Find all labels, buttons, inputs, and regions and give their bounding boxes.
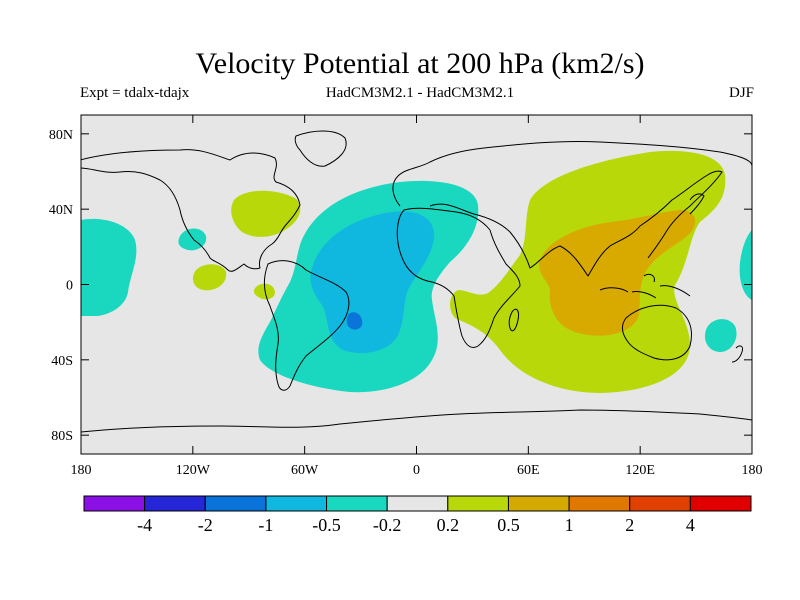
contour-region-positive-central-america: [192, 264, 227, 291]
coastline-japan: [689, 193, 705, 215]
contour-fills: [81, 150, 752, 393]
colorbar-label: 0.5: [497, 515, 520, 535]
x-axis: 180 120W 60W 0 60E 120E 180: [71, 115, 763, 478]
colorbar-label: -0.5: [312, 515, 341, 535]
contour-region-positive-south-america: [253, 283, 275, 300]
colorbar-label: 1: [565, 515, 574, 535]
contour-region-negative-central-pacific: [178, 228, 207, 251]
contour-region-negative-west-edge: [81, 218, 137, 316]
coastlines: [81, 130, 752, 433]
colorbar-swatch: [386, 495, 449, 512]
contour-region-positive-north-america: [231, 190, 301, 237]
colorbar-label: 4: [686, 515, 695, 535]
contour-region-negative-core: [346, 312, 363, 330]
colorbar-label: -2: [198, 515, 213, 535]
colorbar-swatch: [204, 495, 267, 512]
y-tick-label: 80N: [49, 128, 73, 143]
y-tick-label: 40S: [51, 354, 73, 369]
coastline-europe-asia: [392, 140, 752, 277]
colorbar-label: -0.2: [373, 515, 402, 535]
colorbar-label: -1: [258, 515, 273, 535]
y-tick-label: 0: [66, 279, 73, 294]
x-tick-label: 0: [413, 463, 420, 478]
coastline-south-america: [263, 260, 350, 391]
experiment-label: Expt = tdalx-tdajx: [80, 85, 190, 101]
colorbar-label: 0.2: [437, 515, 460, 535]
colorbar-swatch: [689, 495, 752, 512]
colorbar-label: 2: [625, 515, 634, 535]
y-tick-label: 40N: [49, 203, 73, 218]
x-tick-label: 120W: [176, 463, 211, 478]
colorbar-swatch: [447, 495, 509, 512]
contour-region-negative-east-edge: [739, 230, 752, 300]
colorbar-label: -4: [137, 515, 152, 535]
colorbar: -4 -2 -1 -0.5 -0.2 0.2 0.5 1 2 4: [83, 495, 752, 535]
contour-region-positive-strong: [539, 210, 696, 336]
coastline-madagascar: [508, 308, 519, 332]
colorbar-swatch: [326, 495, 388, 512]
contour-region-negative-new-zealand: [704, 319, 737, 352]
season-label: DJF: [728, 85, 754, 101]
coastline-antarctica: [81, 409, 752, 433]
colorbar-swatch: [265, 495, 328, 512]
x-tick-label: 120E: [625, 463, 655, 478]
coastline-australia: [621, 304, 692, 361]
colorbar-swatch: [83, 495, 146, 512]
map-title: Velocity Potential at 200 hPa (km2/s): [195, 47, 645, 80]
colorbar-swatch: [568, 495, 631, 512]
contour-region-negative-mid: [310, 211, 435, 354]
model-label: HadCM3M2.1 - HadCM3M2.1: [325, 85, 515, 101]
x-tick-label: 60E: [517, 463, 540, 478]
x-tick-label: 180: [71, 463, 92, 478]
coastline-indonesia: [599, 273, 691, 299]
coastline-north-america: [81, 149, 301, 272]
coastline-greenland: [294, 130, 347, 167]
x-tick-label: 60W: [291, 463, 319, 478]
coastline-new-zealand: [731, 345, 743, 363]
y-tick-label: 80S: [51, 429, 73, 444]
colorbar-swatch: [507, 495, 570, 512]
y-axis: 80N 40N 0 40S 80S: [49, 128, 752, 444]
x-tick-label: 180: [742, 463, 763, 478]
colorbar-swatch: [144, 495, 206, 512]
coastline-africa: [396, 207, 521, 349]
colorbar-swatch: [629, 495, 691, 512]
